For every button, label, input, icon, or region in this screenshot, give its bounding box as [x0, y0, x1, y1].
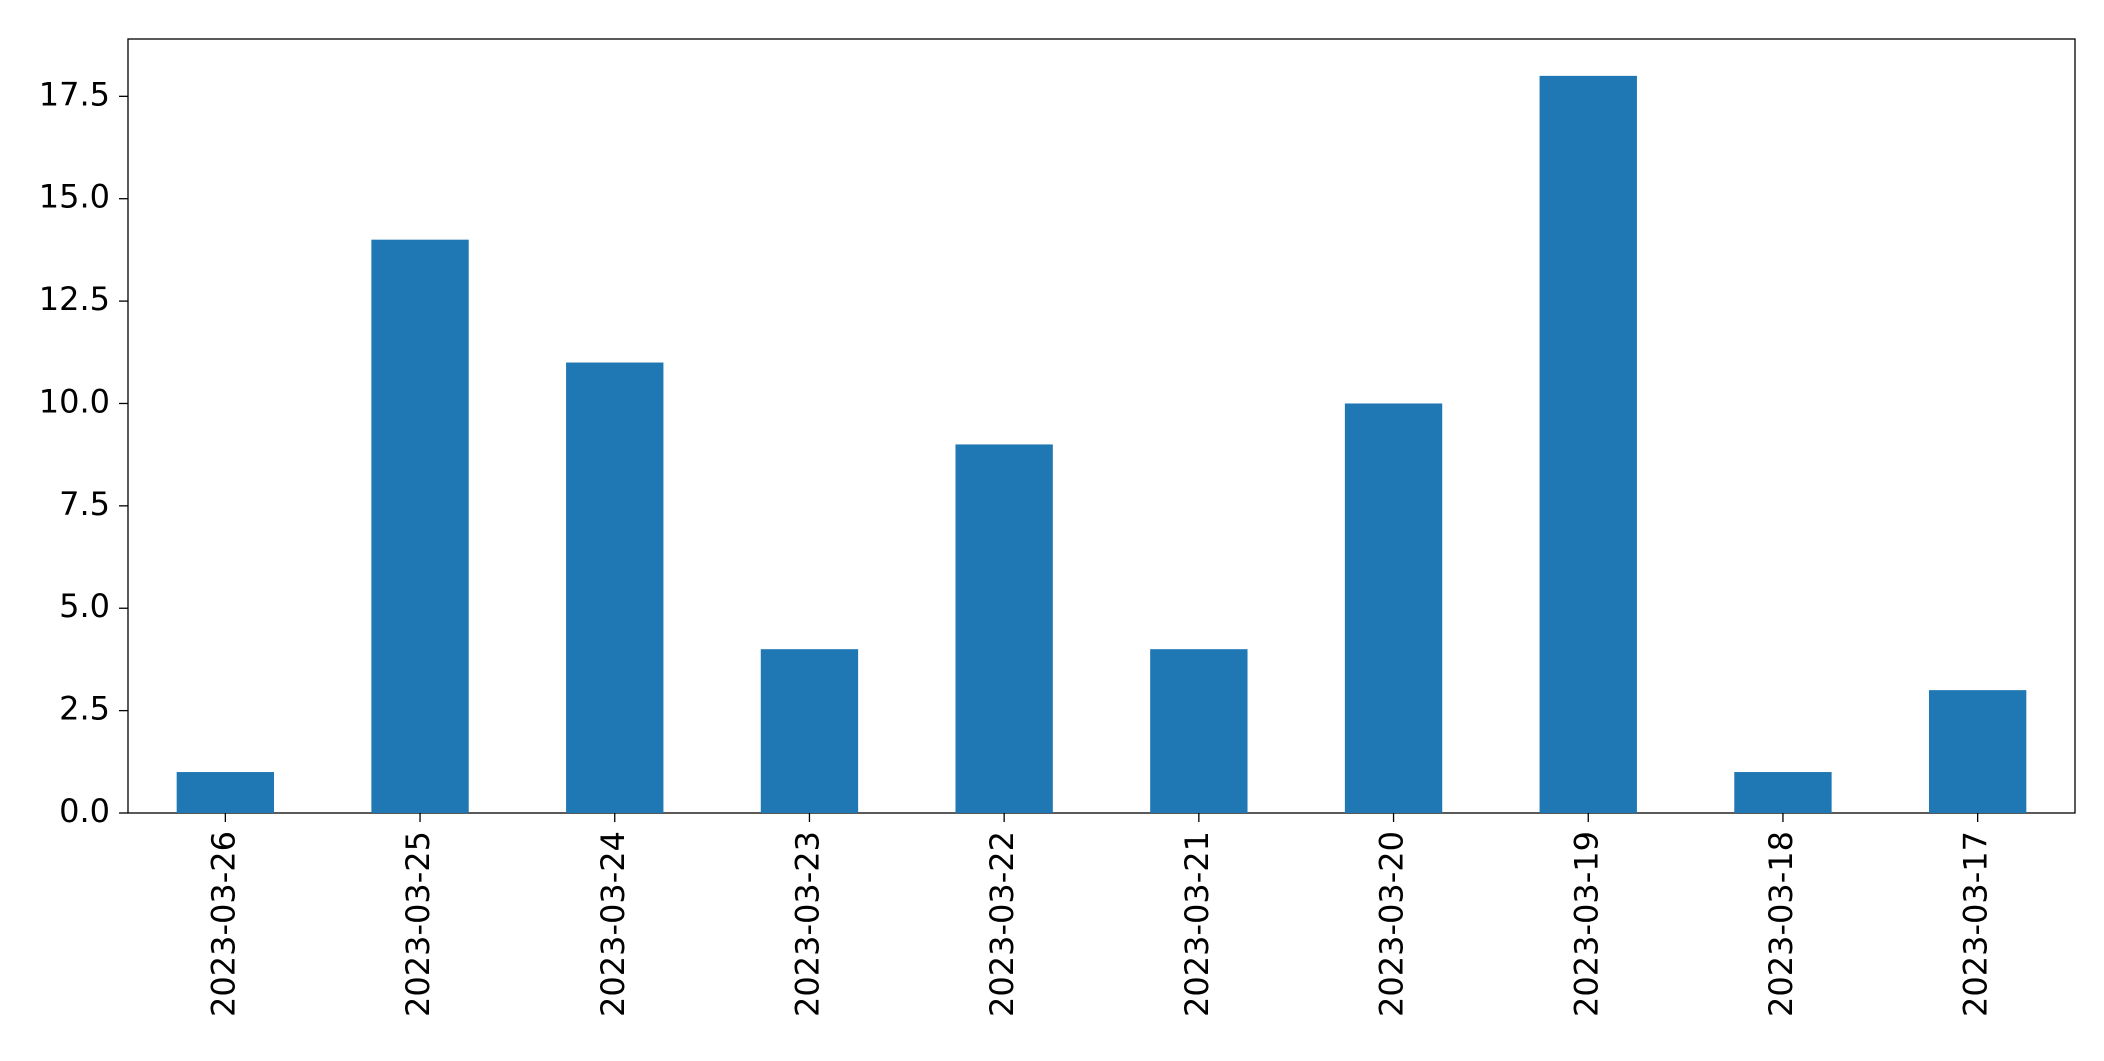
y-tick-label: 7.5: [59, 485, 110, 523]
y-tick-label: 5.0: [59, 587, 110, 625]
bar: [371, 239, 469, 813]
bar: [566, 362, 664, 813]
x-tick-label: 2023-03-26: [204, 831, 242, 1017]
x-tick-label: 2023-03-20: [1373, 831, 1411, 1017]
bar: [955, 444, 1053, 813]
plot-frame: [127, 38, 2076, 814]
y-tick-label: 2.5: [59, 690, 110, 728]
bar: [1928, 690, 2027, 813]
x-tick-label: 2023-03-17: [1957, 831, 1995, 1017]
bar: [1734, 772, 1832, 813]
bar: [176, 772, 275, 813]
bar: [760, 649, 859, 813]
x-tick-label: 2023-03-18: [1762, 831, 1800, 1017]
bar: [1539, 75, 1637, 814]
x-tick-label: 2023-03-24: [594, 831, 632, 1017]
bar: [1150, 649, 1248, 813]
x-tick-label: 2023-03-19: [1567, 831, 1605, 1017]
x-tick-label: 2023-03-25: [399, 831, 437, 1017]
x-tick-label: 2023-03-21: [1178, 831, 1216, 1017]
y-tick-label: 0.0: [59, 792, 110, 830]
y-tick-label: 10.0: [39, 382, 110, 420]
y-tick-label: 17.5: [39, 75, 110, 113]
x-tick-label: 2023-03-23: [788, 831, 826, 1017]
y-tick-label: 15.0: [39, 178, 110, 216]
bar: [1344, 403, 1443, 813]
x-tick-label: 2023-03-22: [983, 831, 1021, 1017]
y-tick-label: 12.5: [39, 280, 110, 318]
